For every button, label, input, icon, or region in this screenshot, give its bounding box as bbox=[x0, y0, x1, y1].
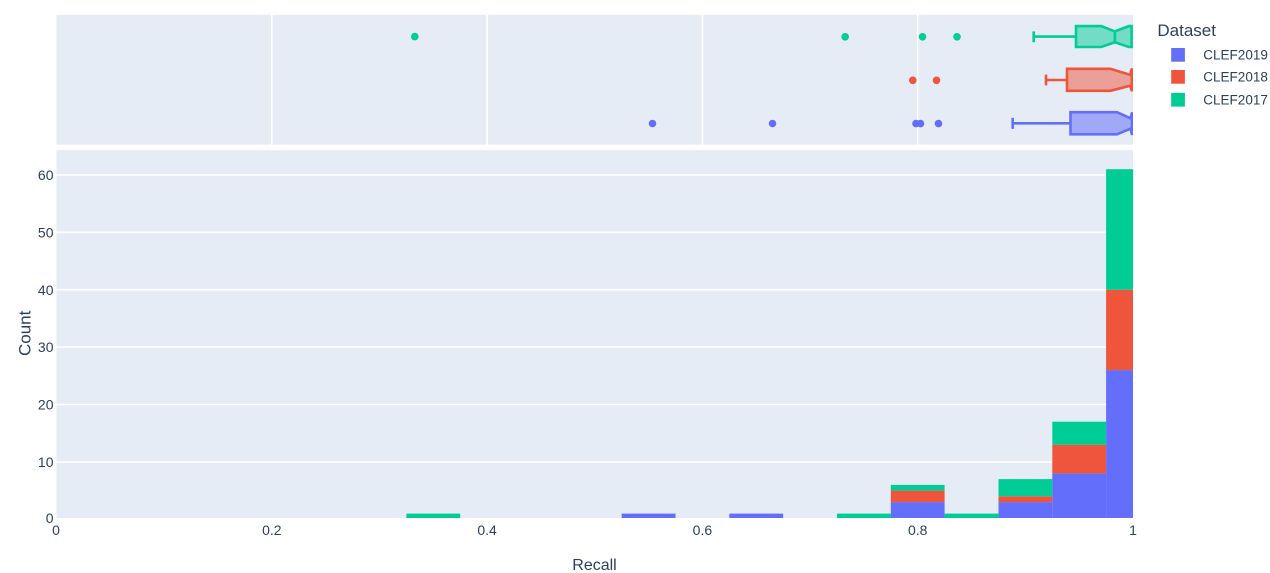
svg-text:0.2: 0.2 bbox=[262, 522, 282, 538]
svg-text:Recall: Recall bbox=[572, 557, 616, 573]
svg-text:60: 60 bbox=[38, 167, 54, 183]
svg-text:50: 50 bbox=[38, 224, 54, 240]
svg-text:10: 10 bbox=[38, 454, 54, 470]
svg-text:0.4: 0.4 bbox=[477, 522, 497, 538]
svg-text:30: 30 bbox=[38, 339, 54, 355]
svg-text:CLEF2018: CLEF2018 bbox=[1203, 70, 1268, 85]
svg-text:Dataset: Dataset bbox=[1157, 21, 1216, 40]
svg-text:CLEF2019: CLEF2019 bbox=[1203, 48, 1268, 63]
svg-text:0: 0 bbox=[52, 522, 60, 538]
svg-text:40: 40 bbox=[38, 282, 54, 298]
svg-text:0.8: 0.8 bbox=[908, 522, 928, 538]
svg-text:20: 20 bbox=[38, 397, 54, 413]
svg-text:0: 0 bbox=[46, 510, 54, 526]
svg-text:0.6: 0.6 bbox=[693, 522, 713, 538]
svg-text:1: 1 bbox=[1129, 522, 1137, 538]
svg-text:Count: Count bbox=[16, 310, 35, 356]
svg-text:CLEF2017: CLEF2017 bbox=[1203, 93, 1268, 108]
